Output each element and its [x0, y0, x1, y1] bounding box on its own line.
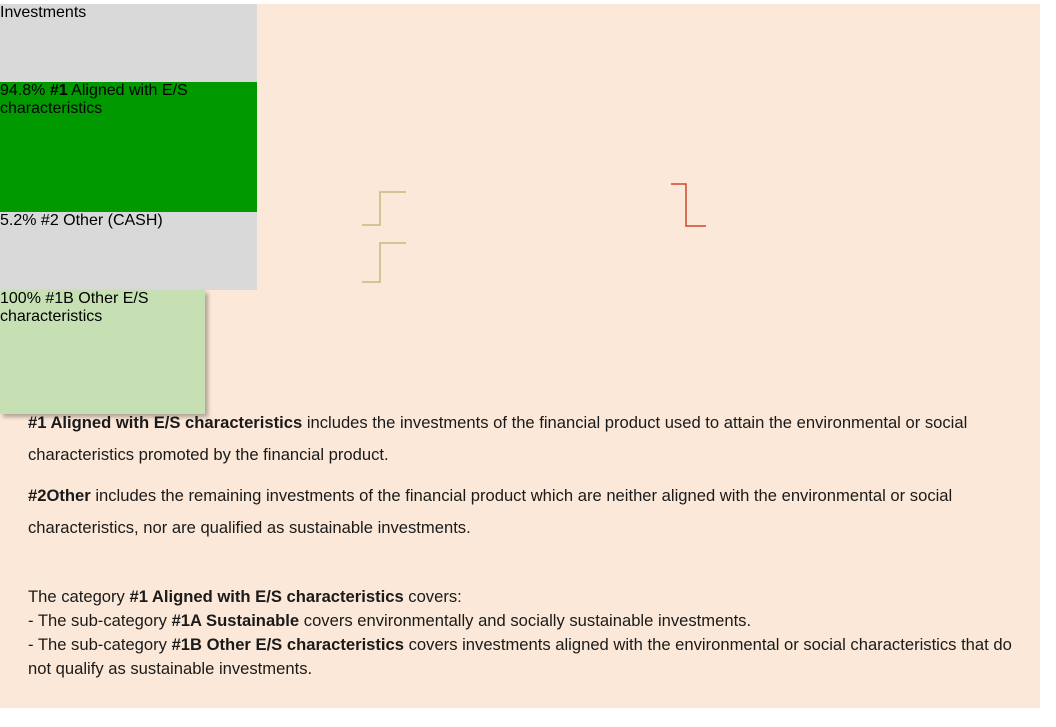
connector — [671, 183, 706, 227]
bold-text: #1 Aligned with E/S characteristics — [28, 413, 303, 432]
text: 100% #1B Other E/S characteristics — [0, 290, 149, 325]
node: 100% #1B Other E/S characteristics — [0, 290, 205, 414]
bold-text: #1A Sustainable — [171, 611, 300, 630]
paragraph: - The sub-category #1B Other E/S charact… — [28, 633, 1028, 681]
text: includes the investments of the financia… — [28, 413, 968, 464]
paragraph: The category #1 Aligned with E/S charact… — [28, 585, 1028, 609]
bold-text: #2Other — [28, 486, 91, 505]
paragraph: #1 Aligned with E/S characteristics incl… — [28, 407, 1028, 471]
text: - The sub-category — [28, 635, 172, 654]
bold-text: #1 Aligned with E/S characteristics — [129, 587, 404, 606]
panel: Investments 94.8% #1 Aligned with E/S cha… — [0, 4, 1040, 708]
paragraph: #2Other includes the remaining investmen… — [28, 480, 1028, 544]
text: covers environmentally and socially sust… — [299, 611, 752, 630]
text: includes the remaining investments of th… — [28, 486, 953, 537]
node: Investments — [0, 4, 257, 82]
text: 94.8% — [0, 82, 50, 99]
text: - The sub-category — [28, 611, 172, 630]
paragraph: - The sub-category #1A Sustainable cover… — [28, 609, 1028, 633]
bold-text: #1 — [49, 82, 68, 99]
text: 5.2% #2 Other (CASH) — [0, 212, 163, 229]
bold-text: #1B Other E/S characteristics — [171, 635, 405, 654]
node: 5.2% #2 Other (CASH) — [0, 212, 257, 290]
connector — [362, 191, 406, 226]
node: 94.8% #1 Aligned with E/S characteristic… — [0, 82, 257, 212]
connectors — [362, 183, 706, 283]
text: Investments — [0, 4, 87, 21]
connector — [362, 242, 406, 283]
text: Aligned with E/S characteristics — [0, 82, 188, 117]
text: covers: — [403, 587, 462, 606]
text: covers investments aligned with the envi… — [28, 635, 1012, 678]
text: The category — [28, 587, 130, 606]
